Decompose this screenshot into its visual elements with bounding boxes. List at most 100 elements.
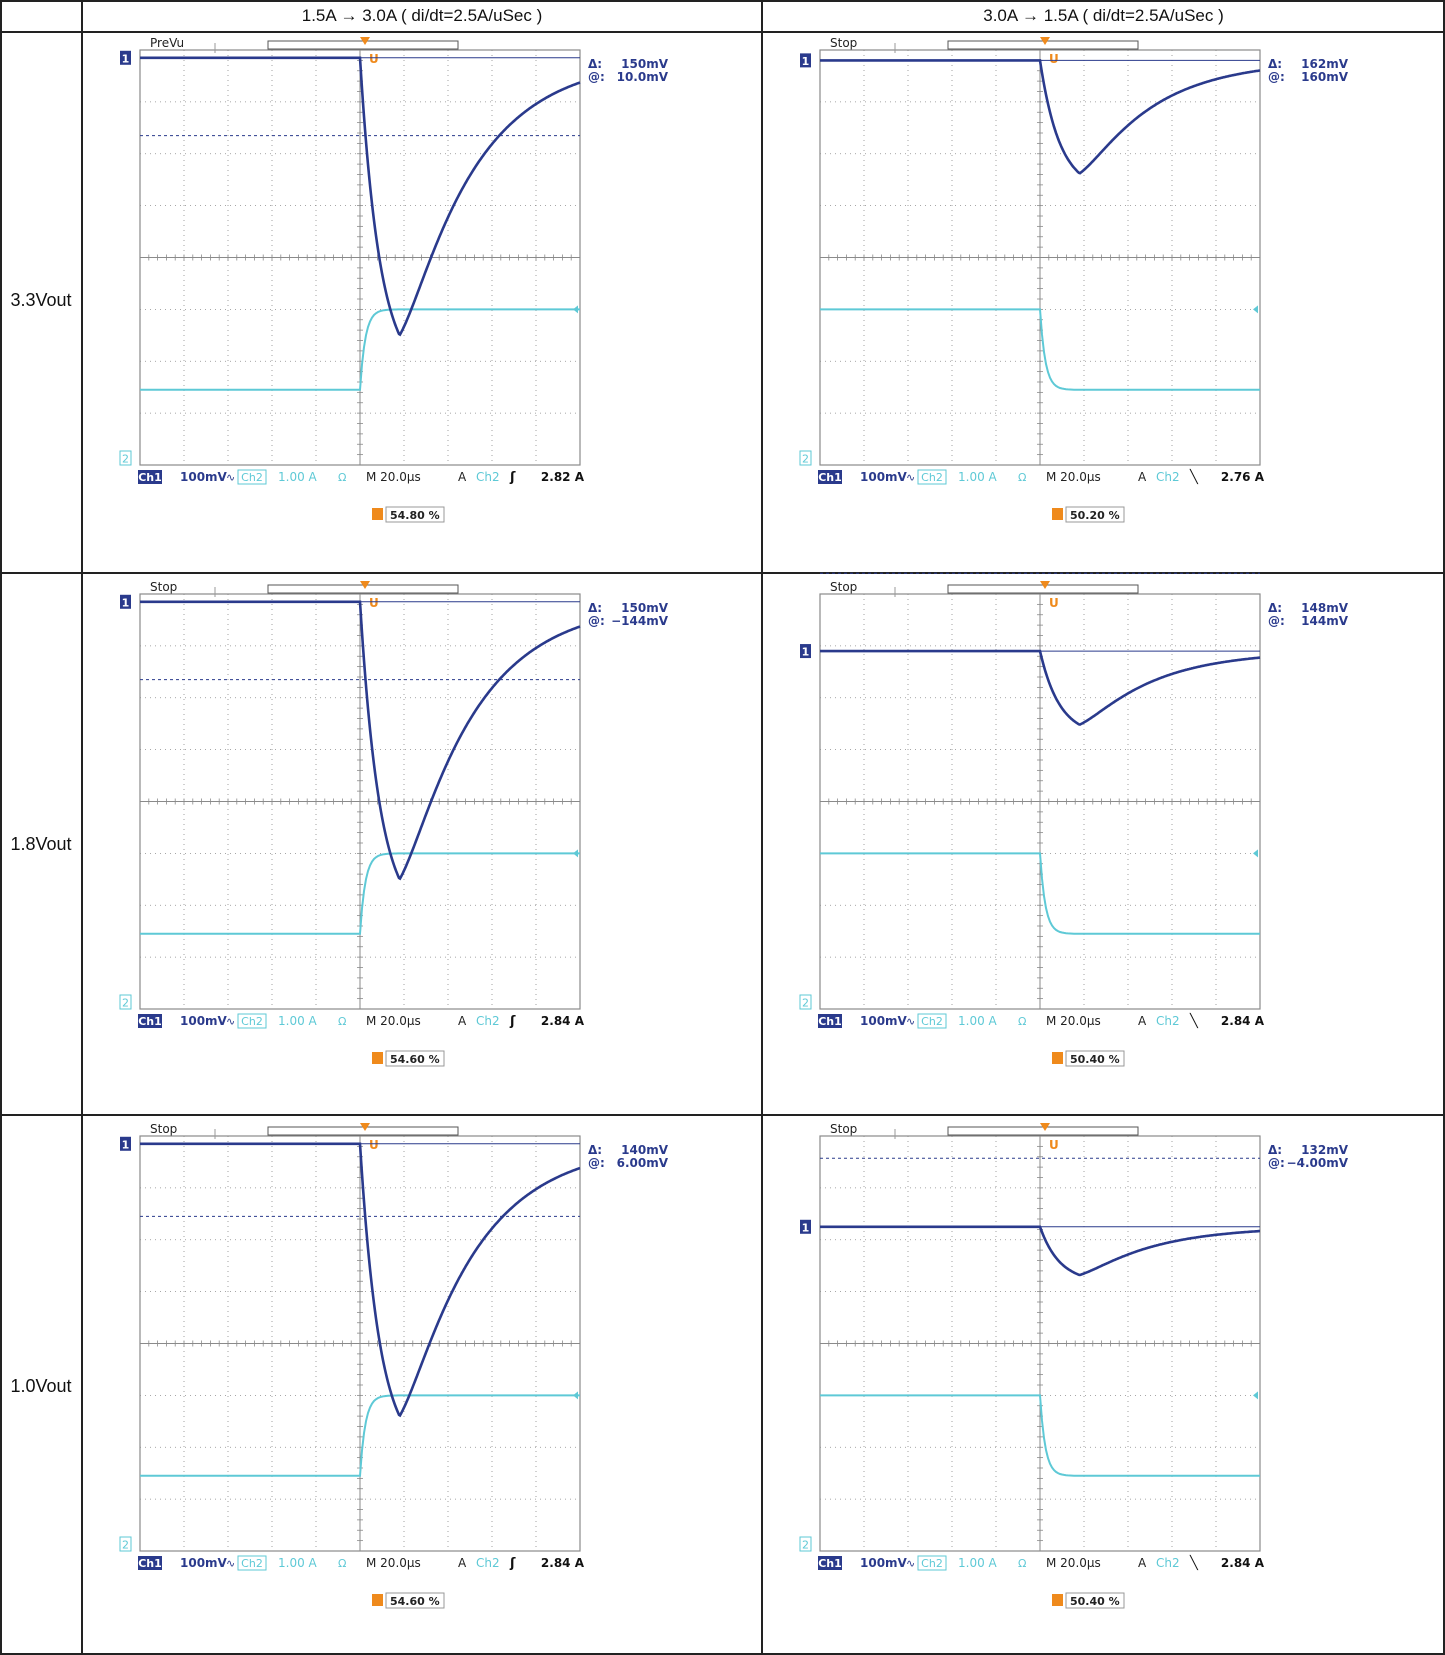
scope-3v3-step-down: Stop U Δ: 162mV @: 160mV 1 2 Ch1 100mV ∿ Ch2 1.00 A Ω… — [780, 36, 1440, 546]
scope-svg: Stop U Δ: 162mV @: 160mV 1 2 Ch1 100mV ∿ Ch2 1.00 A Ω… — [799, 36, 1349, 523]
cursor-delta-value: 150mV — [621, 601, 669, 615]
ch2-marker-icon — [119, 1536, 132, 1552]
trigger-position-icon — [360, 37, 370, 45]
trigger-source: Ch2 — [476, 1014, 500, 1028]
ch1-badge-label: Ch1 — [138, 1015, 162, 1028]
ch2-marker-label: 2 — [802, 453, 809, 466]
ch1-scale: 100mV — [860, 1014, 908, 1028]
ch1-scale: 100mV — [180, 1014, 228, 1028]
ohm-icon: Ω — [1018, 1015, 1026, 1028]
trigger-level-icon — [1253, 849, 1258, 858]
scope-svg: Stop U Δ: 148mV @: 144mV 1 2 Ch1 100mV ∿ Ch2 1.00 A Ω… — [799, 572, 1349, 1067]
cursor-delta-value: 132mV — [1301, 1143, 1349, 1157]
trigger-mode: A — [458, 470, 467, 484]
ch2-current-trace — [140, 1394, 580, 1477]
ch1-marker-icon — [120, 50, 131, 65]
trigger-position-box — [385, 506, 445, 523]
scope-1v0-step-up: Stop U Δ: 140mV @: 6.00mV 1 2 Ch1 100mV ∿ Ch2 1.00 A… — [100, 1122, 760, 1632]
cursor-at-label: @: — [588, 1156, 605, 1170]
trigger-slope-icon: ╲ — [1189, 1012, 1199, 1029]
ch1-voltage-trace — [820, 59, 1261, 175]
record-length-bar — [947, 40, 1139, 50]
cursor-delta-label: Δ: — [1268, 601, 1282, 615]
trigger-position-badge-icon — [1052, 1052, 1063, 1064]
trigger-level: 2.84 A — [1221, 1556, 1265, 1570]
ch2-badge-label: Ch2 — [241, 1015, 263, 1028]
acq-status: Stop — [150, 1122, 177, 1136]
ch1-voltage-trace — [140, 600, 581, 881]
ch1-badge-icon — [138, 1556, 162, 1570]
ch2-badge-icon — [917, 1013, 947, 1029]
ch2-current-trace — [140, 852, 580, 935]
trigger-position-box — [385, 1050, 445, 1067]
trigger-source: Ch2 — [476, 470, 500, 484]
ch2-current-trace — [140, 308, 580, 391]
record-length-bar — [267, 1126, 459, 1136]
scope-svg: Stop U Δ: 132mV @: −4.00mV 1 2 Ch1 100mV ∿ Ch2 1.00 … — [799, 1122, 1349, 1609]
timebase: M 20.0µs — [1046, 1556, 1101, 1570]
trigger-source: Ch2 — [1156, 1556, 1180, 1570]
trigger-marker-icon: U — [1049, 1138, 1059, 1152]
ch2-badge-label: Ch2 — [921, 1015, 943, 1028]
ohm-icon: Ω — [338, 1557, 346, 1570]
acq-status: Stop — [830, 1122, 857, 1136]
ch1-badge-label: Ch1 — [818, 1557, 842, 1570]
cursor-delta-value: 140mV — [621, 1143, 669, 1157]
trigger-source: Ch2 — [1156, 1014, 1180, 1028]
cursor-delta-label: Δ: — [588, 57, 602, 71]
trigger-level-icon — [573, 1391, 578, 1400]
ch2-marker-icon — [799, 450, 812, 466]
cursor-at-value: −144mV — [611, 614, 669, 628]
ch2-scale: 1.00 A — [278, 1014, 318, 1028]
acq-status: Stop — [830, 36, 857, 50]
trigger-level: 2.82 A — [541, 470, 585, 484]
trigger-level: 2.84 A — [541, 1014, 585, 1028]
cursor-delta-label: Δ: — [588, 1143, 602, 1157]
acq-status: Stop — [150, 580, 177, 594]
ch1-marker-icon — [120, 1136, 131, 1151]
ch2-marker-icon — [119, 450, 132, 466]
trigger-position-badge-icon — [372, 1052, 383, 1064]
trigger-marker-icon: U — [369, 596, 379, 610]
cursor-at-label: @: — [1268, 614, 1285, 628]
ch1-marker-label: 1 — [122, 52, 130, 65]
trigger-position-icon — [1040, 1123, 1050, 1131]
column-header-step-down: 3.0A → 1.5A ( di/dt=2.5A/uSec ) — [983, 6, 1224, 25]
ch1-voltage-trace — [820, 649, 1261, 726]
cursor-delta-label: Δ: — [1268, 1143, 1282, 1157]
ch1-badge-label: Ch1 — [138, 1557, 162, 1570]
ch2-badge-icon — [237, 469, 267, 485]
row-label-3v3: 3.3Vout — [10, 290, 72, 310]
timebase: M 20.0µs — [1046, 1014, 1101, 1028]
ch1-badge-icon — [818, 1556, 842, 1570]
timebase: M 20.0µs — [366, 1014, 421, 1028]
ch1-marker-label: 1 — [802, 55, 810, 68]
cursor-at-label: @: — [1268, 70, 1285, 84]
trigger-marker-icon: U — [369, 1138, 379, 1152]
ch1-marker-label: 1 — [122, 1138, 130, 1151]
trigger-mode: A — [1138, 470, 1147, 484]
ch2-badge-label: Ch2 — [921, 471, 943, 484]
trigger-position-box — [385, 1592, 445, 1609]
ch1-marker-label: 1 — [802, 646, 810, 659]
trigger-slope-icon: ╲ — [1189, 468, 1199, 485]
record-length-bar — [267, 584, 459, 594]
trigger-mode: A — [1138, 1014, 1147, 1028]
cursor-at-label: @: — [588, 614, 605, 628]
ch2-marker-icon — [799, 994, 812, 1010]
ch2-current-trace — [820, 1394, 1260, 1477]
cursor-at-value: −4.00mV — [1287, 1156, 1349, 1170]
ch1-marker-icon — [800, 644, 811, 659]
cursor-at-label: @: — [1268, 1156, 1285, 1170]
trigger-marker-icon: U — [369, 52, 379, 66]
ch2-marker-label: 2 — [122, 1539, 129, 1552]
trigger-slope-icon: ʃ — [509, 1556, 516, 1571]
trigger-position-icon — [1040, 581, 1050, 589]
trigger-marker-icon: U — [1049, 52, 1059, 66]
ch2-badge-label: Ch2 — [921, 1557, 943, 1570]
trigger-slope-icon: ʃ — [509, 1014, 516, 1029]
ac-coupling-icon: ∿ — [906, 1557, 915, 1570]
trigger-slope-icon: ʃ — [509, 470, 516, 485]
ch1-scale: 100mV — [860, 470, 908, 484]
trigger-position-value: 50.40 % — [1070, 1053, 1120, 1066]
